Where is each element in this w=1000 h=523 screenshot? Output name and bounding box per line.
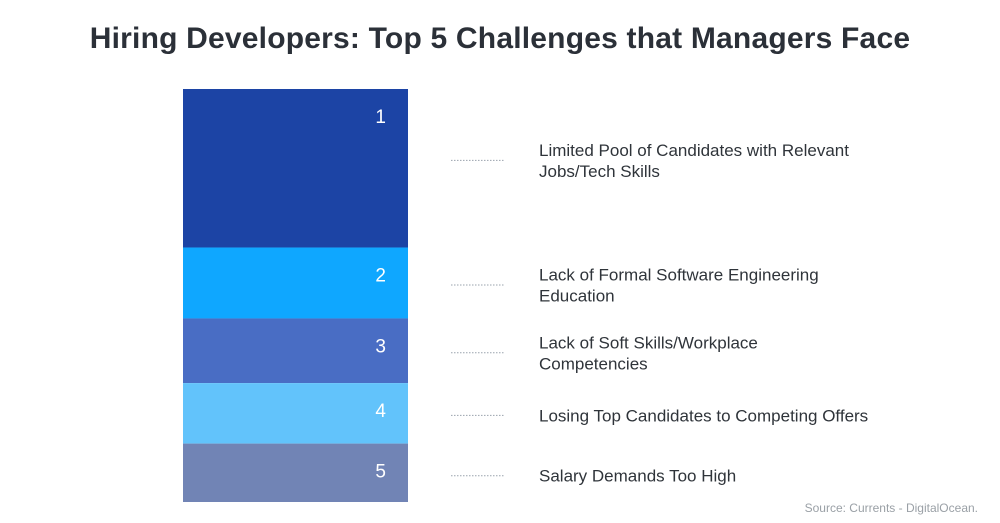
chart-title: Hiring Developers: Top 5 Challenges that… — [89, 22, 911, 55]
bar-segment-2 — [183, 247, 408, 319]
category-label-3-line-1: Lack of Soft Skills/Workplace — [539, 333, 758, 352]
bar-segment-3 — [183, 318, 408, 384]
bar-segment-4 — [183, 383, 408, 444]
rank-label-4: 4 — [375, 401, 386, 422]
category-label-3-line-2: Competencies — [539, 354, 648, 373]
bar-segment-5 — [183, 443, 408, 502]
category-label-1-line-2: Jobs/Tech Skills — [539, 162, 660, 181]
rank-label-3: 3 — [375, 336, 386, 357]
rank-label-5: 5 — [375, 462, 386, 483]
category-label-4-line-1: Losing Top Candidates to Competing Offer… — [539, 406, 868, 425]
rank-label-2: 2 — [375, 266, 386, 287]
source-note: Source: Currents - DigitalOcean. — [804, 501, 978, 515]
category-label-1-line-1: Limited Pool of Candidates with Relevant — [539, 141, 849, 160]
category-label-2-line-1: Lack of Formal Software Engineering — [539, 265, 819, 284]
rank-label-1: 1 — [375, 107, 386, 128]
category-label-5-line-1: Salary Demands Too High — [539, 467, 736, 486]
category-label-2-line-2: Education — [539, 286, 615, 305]
bar-segment-1 — [183, 89, 408, 248]
